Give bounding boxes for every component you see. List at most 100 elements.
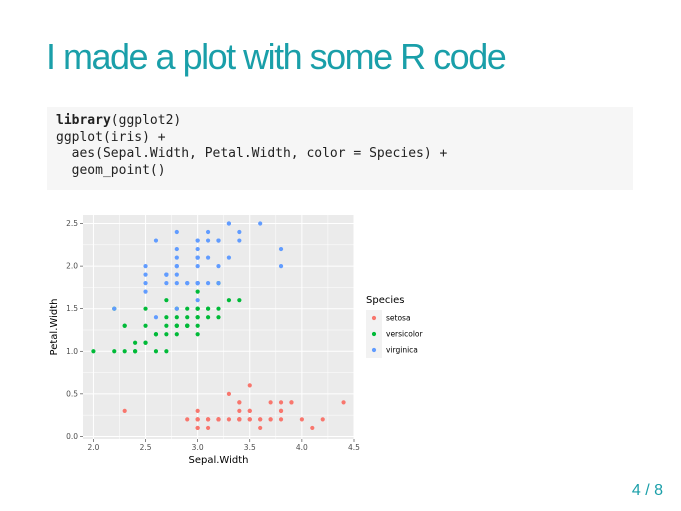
x-tick-label: 4.0	[296, 443, 308, 452]
point-virginica	[174, 246, 179, 252]
y-tick-label: 0.5	[66, 389, 78, 398]
y-tick-label: 2.0	[66, 262, 78, 271]
point-versicolor	[153, 332, 159, 337]
point-versicolor	[91, 349, 96, 354]
point-versicolor	[185, 306, 190, 311]
x-tick-label: 4.5	[348, 443, 360, 452]
point-virginica	[195, 281, 200, 286]
point-versicolor	[216, 315, 221, 320]
point-virginica	[226, 221, 232, 226]
point-virginica	[205, 229, 211, 235]
point-virginica	[185, 281, 190, 286]
point-versicolor	[185, 315, 190, 320]
point-setosa	[247, 408, 252, 413]
x-tick-label: 2.5	[140, 443, 152, 452]
point-setosa	[258, 425, 263, 431]
data-points	[91, 221, 346, 431]
y-axis: 0.0 0.5 1.0 1.5 2.0 2.5	[66, 219, 83, 441]
code-line-1-args: (ggplot2)	[110, 113, 182, 128]
point-setosa	[268, 400, 273, 405]
point-setosa	[268, 417, 273, 422]
x-axis-title: Sepal.Width	[189, 455, 249, 466]
point-virginica	[237, 238, 242, 243]
code-line-1: library(ggplot2)	[56, 113, 633, 130]
point-virginica	[174, 264, 179, 269]
point-versicolor	[133, 340, 138, 345]
y-tick-label: 2.5	[66, 219, 78, 228]
point-virginica	[205, 238, 211, 243]
legend: Species setosa versicolor virginica	[366, 295, 424, 358]
point-versicolor	[174, 323, 179, 328]
point-versicolor	[133, 349, 138, 354]
point-virginica	[143, 281, 148, 286]
point-versicolor	[237, 298, 242, 303]
x-axis: 2.0 2.5 3.0 3.5 4.0 4.5	[87, 439, 360, 452]
code-line-2: ggplot(iris) +	[56, 129, 166, 145]
point-versicolor	[195, 332, 200, 337]
point-versicolor	[226, 298, 232, 303]
point-virginica	[174, 229, 179, 235]
x-tick-label: 3.5	[244, 443, 256, 452]
point-setosa	[310, 425, 315, 431]
point-setosa	[237, 417, 242, 422]
point-setosa	[195, 425, 200, 431]
point-virginica	[258, 221, 263, 226]
legend-items: setosa versicolor virginica	[366, 310, 424, 358]
point-setosa	[226, 417, 232, 422]
y-tick-label: 1.5	[66, 304, 78, 313]
point-virginica	[153, 315, 159, 320]
x-tick-label: 2.0	[87, 443, 99, 452]
point-virginica	[195, 298, 200, 303]
point-setosa	[195, 417, 200, 422]
major-gridlines	[83, 215, 355, 439]
page-total: 8	[654, 482, 663, 499]
point-virginica	[164, 281, 169, 286]
point-virginica	[174, 272, 179, 277]
point-virginica	[278, 264, 284, 269]
point-setosa	[320, 417, 325, 422]
point-virginica	[174, 255, 179, 260]
point-versicolor	[164, 349, 169, 354]
minor-gridlines	[83, 215, 354, 439]
point-versicolor	[143, 340, 148, 345]
point-versicolor	[195, 306, 200, 311]
legend-label-virginica: virginica	[386, 346, 418, 355]
point-virginica	[216, 281, 221, 286]
point-virginica	[216, 264, 221, 269]
point-virginica	[278, 246, 284, 252]
point-virginica	[153, 238, 159, 243]
point-setosa	[278, 417, 284, 422]
point-versicolor	[143, 306, 148, 311]
page-current: 4	[631, 482, 641, 499]
point-versicolor	[195, 323, 200, 328]
point-virginica	[237, 229, 242, 235]
page-number: 4 / 8	[632, 482, 663, 500]
point-versicolor	[112, 349, 117, 354]
legend-swatch-setosa	[371, 315, 377, 321]
point-virginica	[195, 255, 200, 260]
point-virginica	[195, 264, 200, 269]
point-virginica	[143, 289, 148, 294]
point-setosa	[205, 417, 211, 422]
y-axis-title: Petal.Width	[49, 299, 60, 356]
point-versicolor	[143, 323, 148, 328]
point-setosa	[247, 383, 252, 388]
slide-title: I made a plot with some R code	[46, 36, 507, 77]
point-versicolor	[185, 323, 190, 328]
point-virginica	[143, 272, 148, 277]
point-setosa	[205, 425, 211, 431]
point-versicolor	[122, 349, 127, 354]
point-virginica	[143, 264, 148, 269]
point-virginica	[216, 238, 221, 243]
point-versicolor	[216, 306, 221, 311]
point-virginica	[195, 238, 200, 243]
point-virginica	[195, 246, 200, 252]
plot-panel	[83, 215, 354, 439]
point-setosa	[299, 417, 304, 422]
point-setosa	[278, 408, 284, 413]
point-setosa	[278, 400, 284, 405]
code-line-3: aes(Sepal.Width, Petal.Width, color = Sp…	[56, 146, 448, 161]
point-virginica	[226, 255, 232, 260]
code-line-4: geom_point()	[56, 162, 166, 178]
point-versicolor	[164, 323, 169, 328]
